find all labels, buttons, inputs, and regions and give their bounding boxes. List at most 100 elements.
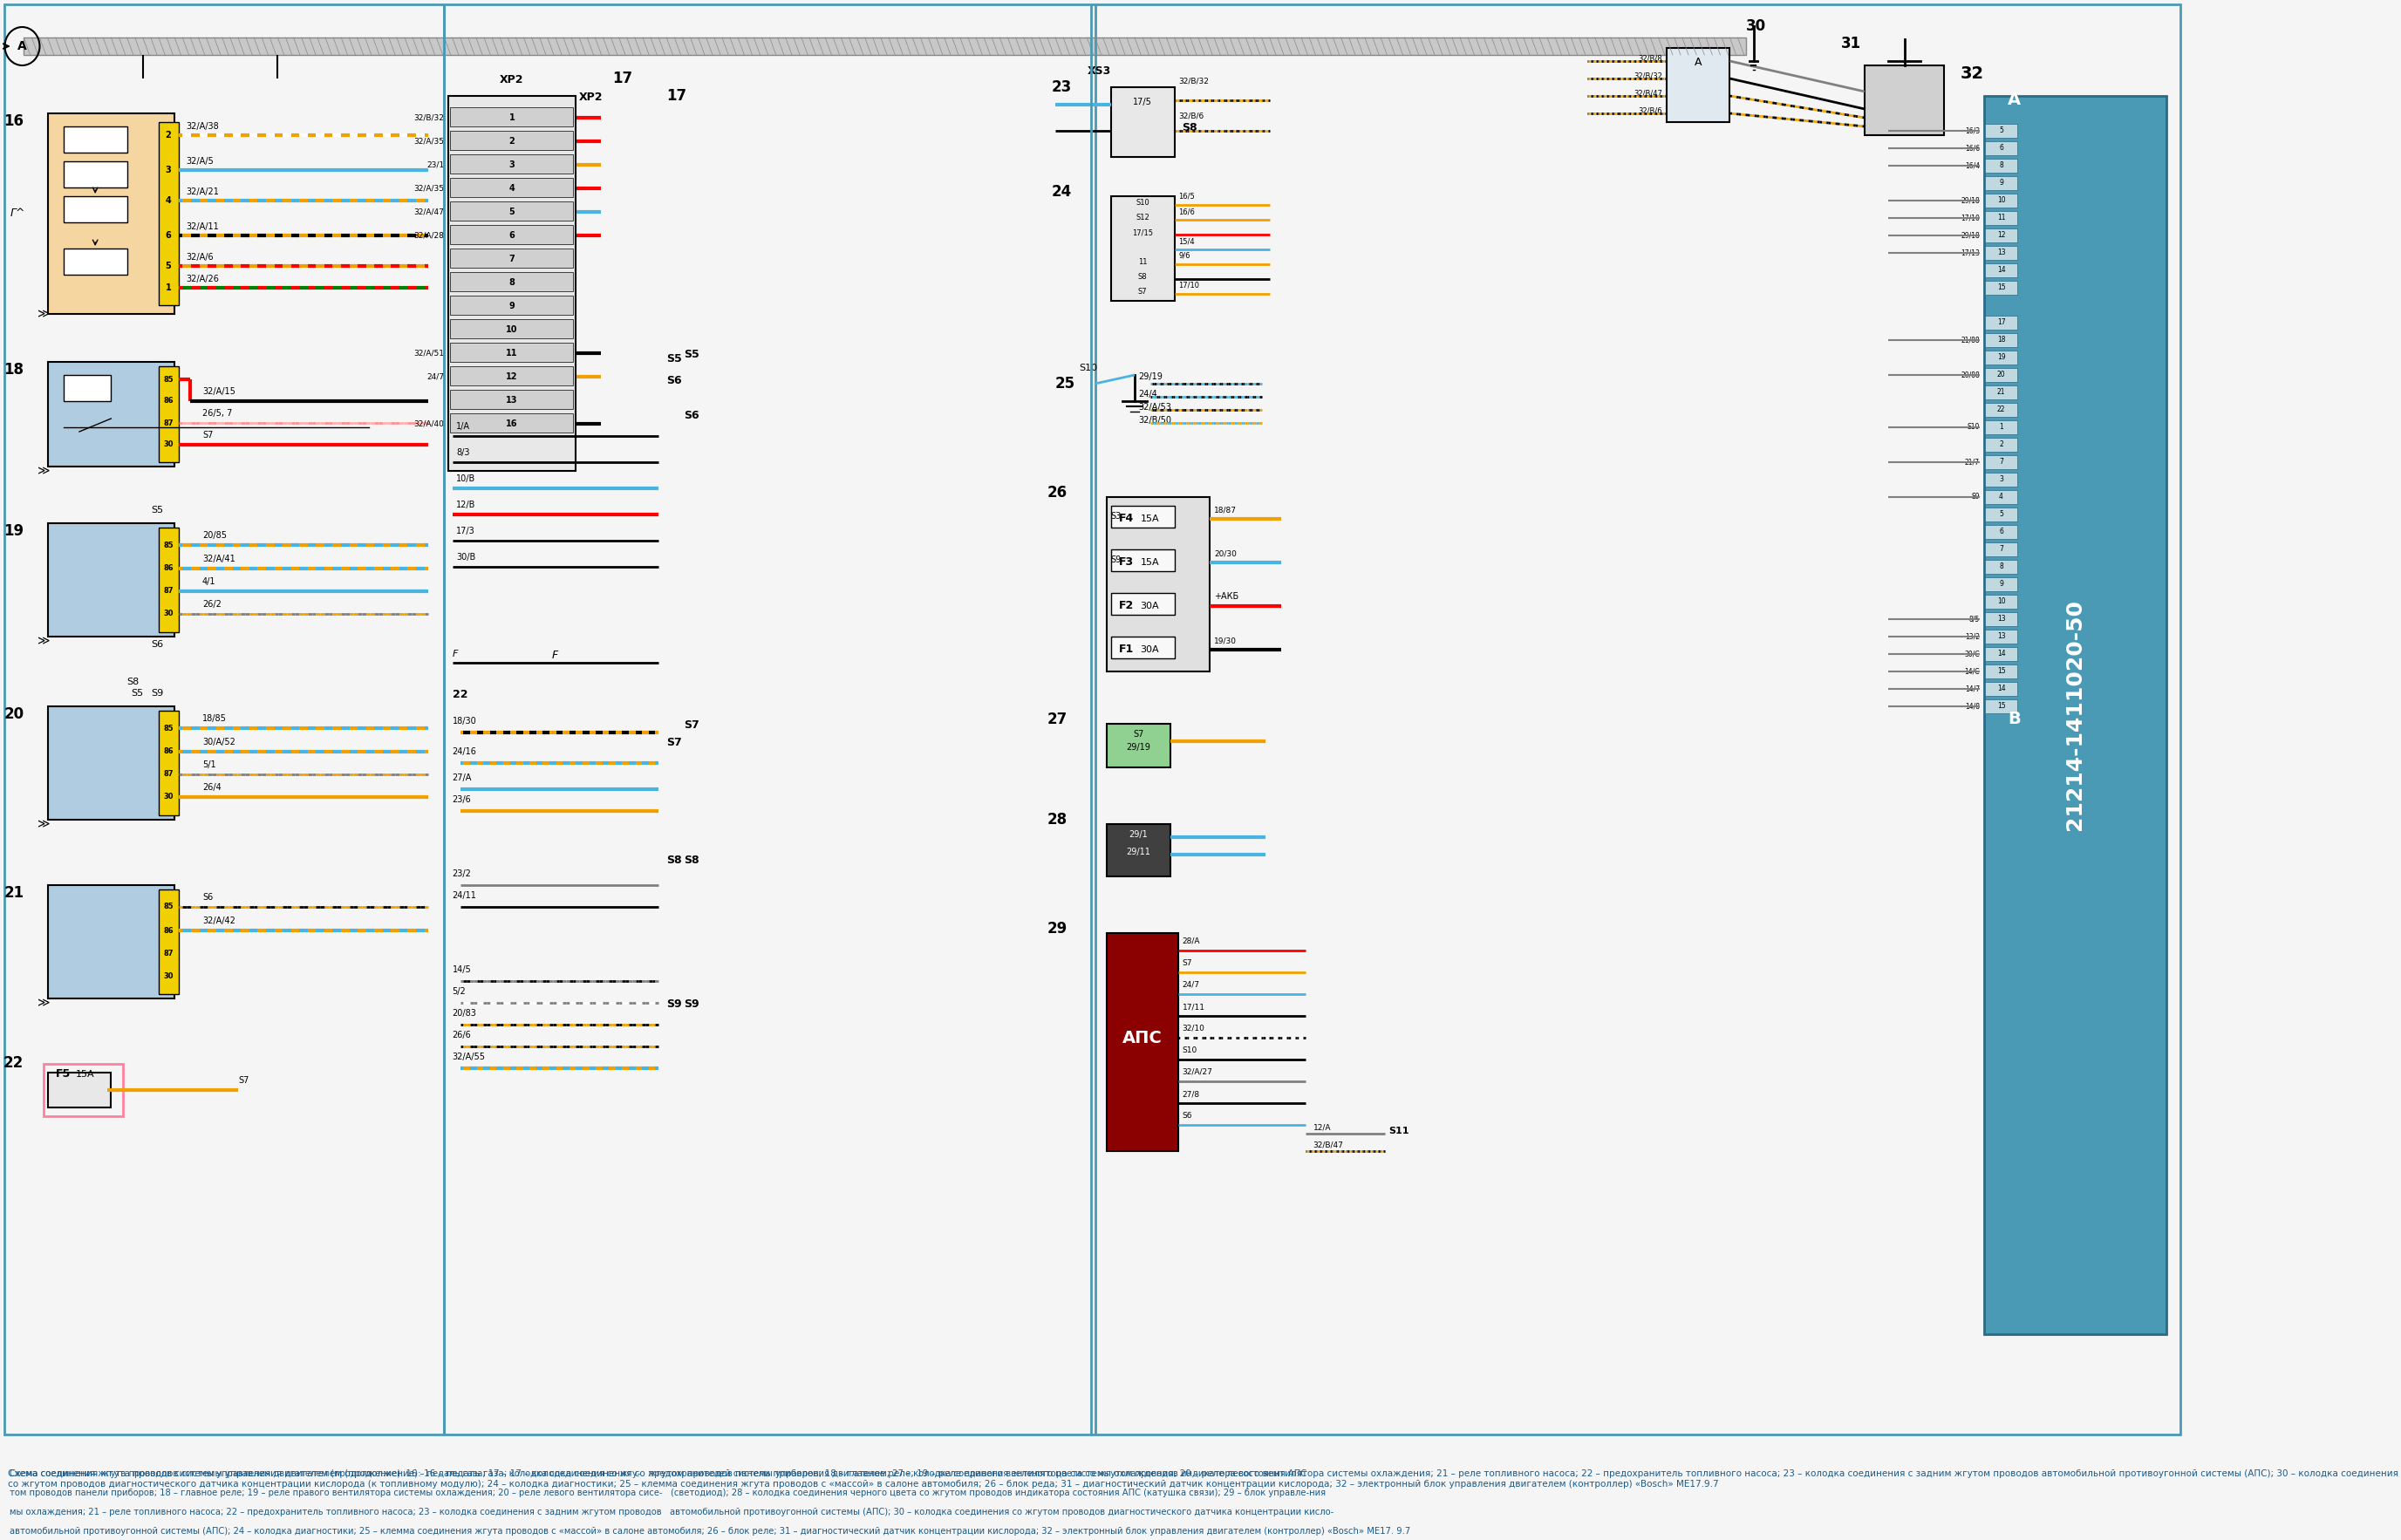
Bar (1986, 664, 2017, 679)
Bar (1986, 613, 2017, 627)
Text: S10: S10 (1966, 424, 1981, 431)
Text: 13: 13 (1998, 249, 2005, 257)
Text: 19: 19 (5, 524, 24, 539)
Text: мы охлаждения; 21 – реле топливного насоса; 22 – предохранитель топливного насос: мы охлаждения; 21 – реле топливного насо… (10, 1508, 1333, 1517)
Bar (1986, 437, 2017, 451)
Text: 3: 3 (509, 160, 514, 169)
Text: 30/A/52: 30/A/52 (202, 738, 235, 747)
Bar (48, 524, 175, 636)
Text: 18/87: 18/87 (1215, 505, 1237, 514)
Text: 31: 31 (1842, 35, 1861, 51)
Text: 13: 13 (1998, 614, 2005, 624)
Text: 32/B/8: 32/B/8 (1637, 55, 1661, 63)
Text: 23/2: 23/2 (451, 870, 471, 878)
Text: 9: 9 (509, 302, 514, 311)
Text: 30A: 30A (1140, 602, 1160, 610)
Text: S6: S6 (151, 641, 163, 648)
Text: 14: 14 (1998, 650, 2005, 658)
Text: 86: 86 (163, 748, 173, 756)
Text: 32/A/15: 32/A/15 (202, 387, 235, 396)
Text: 17: 17 (612, 71, 634, 86)
Text: 3: 3 (166, 166, 170, 174)
Text: 20/83: 20/83 (451, 1009, 475, 1018)
Text: 17/3: 17/3 (456, 527, 475, 536)
Text: 21: 21 (1998, 388, 2005, 396)
Bar (1986, 176, 2017, 189)
Text: 16/5: 16/5 (1179, 192, 1196, 200)
Text: +АКБ: +АКБ (1215, 591, 1239, 601)
Text: автомобильной противоугонной системы (АПС); 24 – колодка диагностики; 25 – клемм: автомобильной противоугонной системы (АП… (10, 1528, 1409, 1535)
Text: 29/18: 29/18 (1962, 231, 1981, 239)
Text: 12: 12 (1998, 231, 2005, 239)
Text: 1/A: 1/A (456, 422, 471, 431)
Text: S6: S6 (1181, 1112, 1193, 1120)
Text: 15A: 15A (74, 1070, 94, 1078)
Text: S9: S9 (1112, 556, 1121, 564)
Bar (158, 367, 178, 462)
Text: Γ^: Γ^ (10, 208, 24, 219)
Bar (1986, 280, 2017, 294)
Text: 5: 5 (2000, 126, 2002, 134)
Text: 21/88: 21/88 (1962, 336, 1981, 343)
Text: 32/A/55: 32/A/55 (451, 1052, 485, 1061)
Text: 15/4: 15/4 (1179, 237, 1196, 245)
Text: S7: S7 (238, 1076, 250, 1084)
Text: A: A (17, 40, 26, 52)
Text: 24/16: 24/16 (451, 747, 475, 756)
Text: 13: 13 (507, 396, 519, 405)
Text: 14: 14 (1998, 266, 2005, 274)
Text: 12: 12 (507, 373, 519, 380)
Bar (449, 108, 574, 126)
Text: S5: S5 (667, 353, 682, 365)
Text: 6: 6 (166, 231, 170, 240)
Text: 17/5: 17/5 (1133, 97, 1152, 106)
Bar (1986, 490, 2017, 504)
Bar (62, 196, 127, 222)
Text: 8: 8 (509, 279, 514, 286)
Text: 11: 11 (1998, 214, 2005, 222)
Text: 32/A/26: 32/A/26 (187, 274, 218, 283)
Text: S6: S6 (667, 374, 682, 387)
Text: 85: 85 (163, 376, 173, 383)
Text: 7: 7 (2000, 545, 2002, 553)
Bar (1986, 263, 2017, 277)
Text: 85: 85 (163, 541, 173, 548)
Text: A: A (2007, 91, 2022, 108)
Text: 85: 85 (163, 724, 173, 732)
Text: 30/B: 30/B (456, 553, 475, 562)
Text: 16/6: 16/6 (1179, 208, 1196, 216)
Text: S10: S10 (1181, 1047, 1198, 1055)
Text: 32/B/50: 32/B/50 (1138, 416, 1172, 425)
Text: 22: 22 (1998, 407, 2005, 414)
Text: S12: S12 (1136, 214, 1150, 222)
Text: S10: S10 (1078, 363, 1097, 373)
Bar (1986, 403, 2017, 417)
Text: 5: 5 (509, 208, 514, 216)
Bar (1112, 505, 1174, 528)
Bar (1986, 578, 2017, 591)
Bar (1107, 724, 1169, 767)
Text: 7: 7 (509, 254, 514, 263)
Text: ≫: ≫ (38, 634, 50, 647)
Text: 20/88: 20/88 (1962, 371, 1981, 379)
Text: S8: S8 (684, 855, 699, 865)
Bar (1986, 194, 2017, 208)
Text: S7: S7 (1138, 288, 1148, 296)
Text: 4: 4 (2000, 493, 2002, 501)
Text: 86: 86 (163, 397, 173, 405)
Text: 10/B: 10/B (456, 474, 475, 484)
Bar (449, 390, 574, 410)
Text: 21214-1411020-50: 21214-1411020-50 (2065, 599, 2086, 830)
Text: 26/4: 26/4 (202, 782, 221, 792)
Text: 1: 1 (2000, 424, 2002, 431)
Text: S6: S6 (684, 410, 699, 420)
Bar (449, 202, 574, 220)
Text: 21: 21 (5, 886, 24, 901)
Text: 17/13: 17/13 (1962, 249, 1981, 257)
Bar (43, 1064, 122, 1116)
Text: S9: S9 (1971, 493, 1981, 501)
Text: 17/15: 17/15 (1133, 228, 1152, 236)
Bar (1986, 647, 2017, 661)
Text: 6: 6 (2000, 145, 2002, 152)
Bar (1986, 699, 2017, 713)
